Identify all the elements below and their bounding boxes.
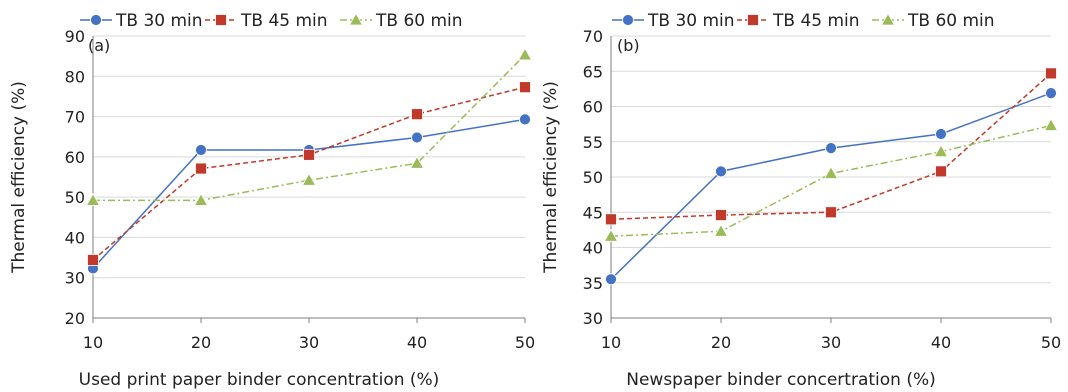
y-axis-title: Thermal efficiency (%) (541, 81, 561, 274)
data-point (603, 228, 619, 242)
data-point (411, 108, 423, 121)
legend-item: TB 60 min (340, 11, 463, 31)
data-point (715, 165, 727, 178)
data-point (85, 193, 101, 206)
legend-marker (747, 14, 759, 26)
legend-marker (90, 14, 102, 26)
legend-marker (215, 14, 227, 26)
y-tick-label: 90 (65, 27, 85, 46)
x-tick-label: 20 (191, 333, 211, 352)
legend-label: TB 30 min (647, 11, 735, 31)
series-tb-45-min (605, 67, 1057, 226)
data-point (195, 162, 207, 175)
y-tick-label: 20 (65, 309, 85, 328)
legend-label: TB 45 min (240, 11, 328, 31)
data-point (715, 209, 727, 221)
legend-item: TB 45 min (205, 11, 328, 31)
panel-label: (b) (617, 36, 640, 55)
legend-label: TB 45 min (772, 11, 860, 31)
x-tick-label: 10 (83, 333, 103, 352)
series-line (610, 92, 1052, 280)
data-point (1045, 67, 1057, 80)
x-tick-label: 50 (1041, 333, 1061, 352)
x-tick-label: 10 (601, 333, 621, 352)
x-tick-label: 20 (711, 333, 731, 352)
legend-marker (622, 14, 634, 26)
y-tick-label: 30 (65, 269, 85, 288)
y-tick-label: 65 (583, 62, 603, 81)
series-tb-30-min (605, 87, 1057, 286)
y-tick-label: 80 (65, 67, 85, 86)
x-tick-label: 40 (407, 333, 427, 352)
y-axis-title: Thermal efficiency (%) (9, 81, 29, 274)
data-point (605, 213, 617, 226)
legend-marker (880, 12, 896, 26)
x-tick-label: 50 (515, 333, 535, 352)
chart-panel-1: 20 30 40 50 60 70 80 90 10 20 30 40 50 Used print pap… (9, 11, 535, 390)
legend-item: TB 30 min (612, 11, 735, 31)
y-tick-label: 40 (65, 228, 85, 247)
data-point (87, 254, 99, 266)
data-point (303, 148, 315, 161)
series-tb-30-min (87, 113, 531, 275)
x-tick-label: 30 (299, 333, 319, 352)
y-tick-label: 70 (65, 108, 85, 127)
legend-item: TB 45 min (737, 11, 860, 31)
data-point (605, 273, 617, 286)
legend-marker (348, 12, 364, 26)
series-tb-60-min (603, 118, 1059, 242)
legend-label: TB 30 min (115, 11, 203, 31)
legend-label: TB 60 min (907, 11, 995, 31)
data-point (519, 113, 531, 126)
series-tb-60-min (85, 47, 533, 206)
y-tick-label: 30 (583, 309, 603, 328)
data-point (935, 128, 947, 140)
series-tb-45-min (87, 81, 531, 266)
y-tick-label: 40 (583, 239, 603, 258)
data-point (193, 193, 209, 206)
y-tick-label: 70 (583, 27, 603, 46)
data-point (1045, 87, 1057, 100)
y-tick-label: 55 (583, 133, 603, 152)
y-tick-label: 50 (583, 168, 603, 187)
y-tick-label: 60 (65, 148, 85, 167)
series-line (92, 118, 526, 269)
data-point (409, 155, 425, 169)
data-point (301, 172, 317, 186)
x-axis-title: Used print paper binder concentration (%… (79, 370, 440, 390)
data-point (517, 47, 533, 61)
legend-item: TB 30 min (80, 11, 203, 31)
y-tick-label: 60 (583, 98, 603, 117)
series-line (93, 54, 526, 202)
x-tick-label: 40 (931, 333, 951, 352)
data-point (823, 166, 839, 179)
data-point (935, 165, 947, 178)
data-point (825, 206, 837, 219)
data-point (519, 81, 531, 94)
legend-item: TB 60 min (872, 11, 995, 31)
data-point (713, 223, 729, 237)
data-point (195, 144, 207, 156)
y-tick-label: 35 (583, 274, 603, 293)
data-point (825, 142, 837, 154)
y-tick-label: 45 (583, 203, 603, 222)
y-tick-label: 50 (65, 188, 85, 207)
x-tick-label: 30 (821, 333, 841, 352)
panel-label: (a) (88, 36, 110, 55)
legend-label: TB 60 min (375, 11, 463, 31)
chart-panel-2: 30 35 40 45 50 55 60 65 70 10 20 30 40 50 Newspaper bi… (541, 11, 1061, 390)
x-axis-title: Newspaper binder concertration (%) (626, 370, 936, 390)
data-point (411, 131, 423, 144)
data-point (1043, 118, 1059, 131)
data-point (933, 144, 949, 158)
